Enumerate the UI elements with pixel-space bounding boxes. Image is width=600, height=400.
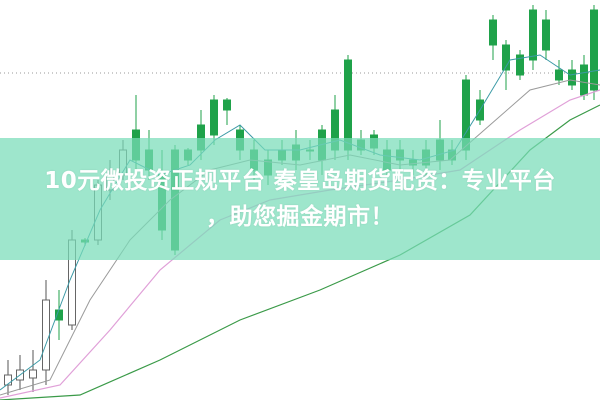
candle-body bbox=[580, 64, 588, 96]
ma-line-long bbox=[0, 104, 600, 400]
candle-body bbox=[555, 69, 563, 81]
candle-body bbox=[542, 19, 550, 51]
candle-body bbox=[590, 9, 598, 91]
candle-body bbox=[344, 59, 352, 151]
candle-body bbox=[4, 374, 12, 386]
candle-body bbox=[489, 19, 497, 46]
candle-body bbox=[210, 99, 218, 136]
candle-body bbox=[529, 9, 537, 61]
candle-body bbox=[223, 99, 231, 111]
candle-body bbox=[516, 54, 524, 76]
article-title-line-2: ，助您掘金期市！ bbox=[206, 204, 394, 230]
candle-body bbox=[568, 69, 576, 86]
candle-body bbox=[502, 44, 510, 71]
candle-body bbox=[29, 369, 37, 379]
article-title-line-1: 10元微投资正规平台 秦皇岛期货配资：专业平台 bbox=[44, 168, 556, 194]
title-banner: 10元微投资正规平台 秦皇岛期货配资：专业平台 ，助您掘金期市！ bbox=[0, 138, 600, 260]
candle-body bbox=[42, 299, 50, 371]
